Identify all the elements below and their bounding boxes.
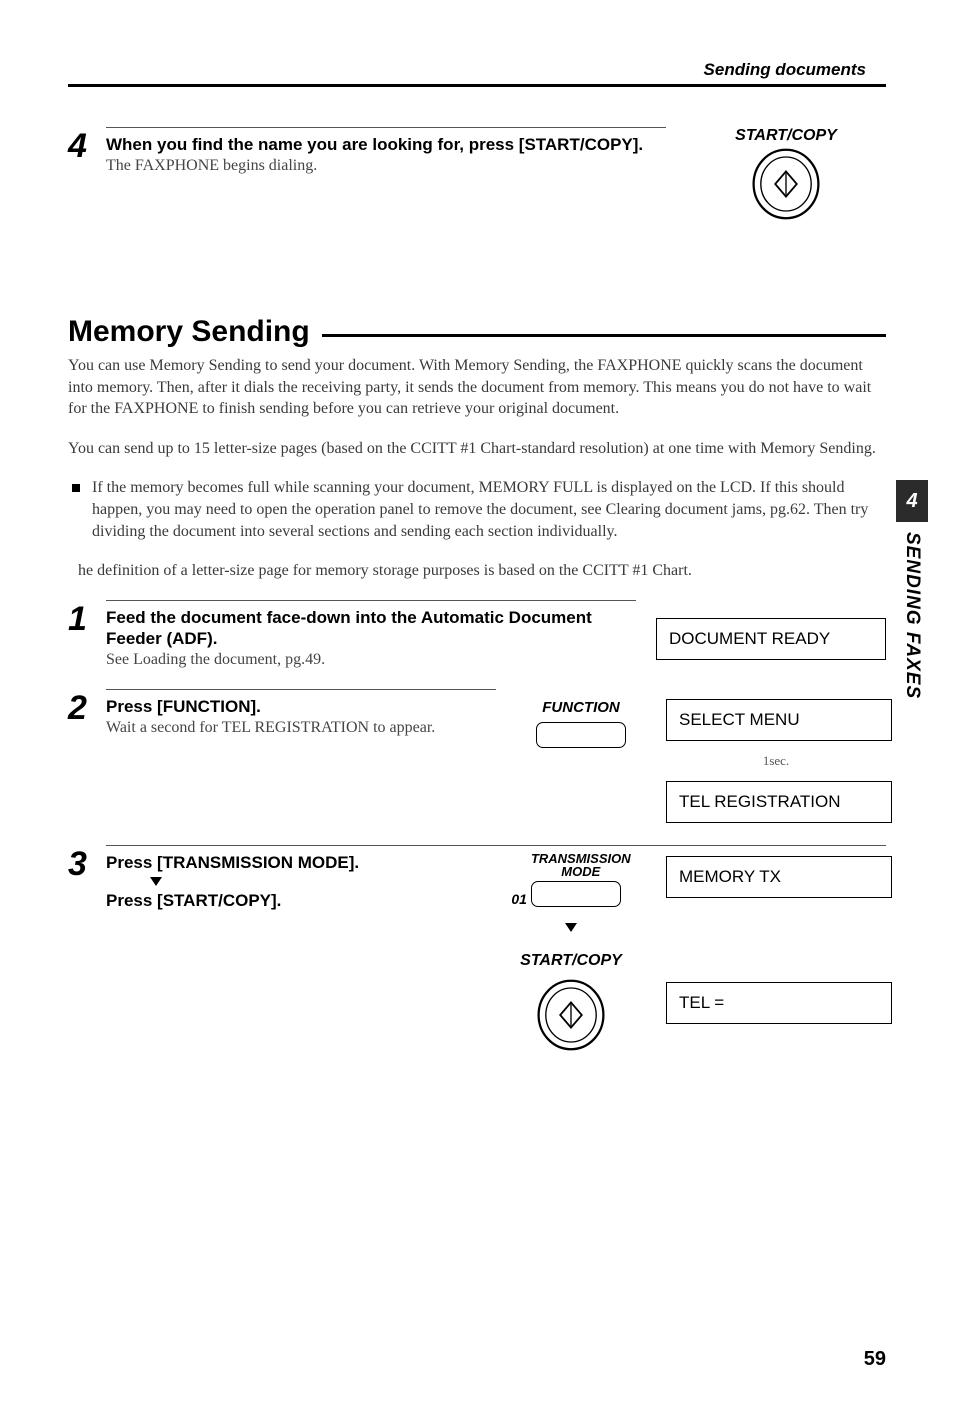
start-copy-label: START/COPY <box>735 127 837 145</box>
step-number: 4 <box>68 129 106 163</box>
lcd-display: SELECT MENU <box>666 699 892 741</box>
memory-sending-title: Memory Sending <box>68 315 310 349</box>
down-arrow-icon <box>565 923 577 932</box>
memory-bullet-text: If the memory becomes full while scannin… <box>92 477 886 542</box>
key-prefix: 01 <box>511 892 527 907</box>
step-4: 4 When you find the name you are looking… <box>68 127 886 223</box>
chapter-title-vertical: SENDING FAXES <box>901 532 923 699</box>
step-2: 2 Press [FUNCTION]. Wait a second for TE… <box>68 689 886 823</box>
running-header: Sending documents <box>68 60 886 80</box>
step2-sub: Wait a second for TEL REGISTRATION to ap… <box>106 717 496 739</box>
function-key-icon <box>536 722 626 748</box>
step-divider <box>106 845 886 846</box>
page: Sending documents 4 When you find the na… <box>0 0 954 1104</box>
step1-sub: See Loading the document, pg.49. <box>106 649 636 671</box>
transmission-key-icon <box>531 881 621 907</box>
step2-lcdcol: SELECT MENU 1sec. TEL REGISTRATION <box>666 689 886 823</box>
bullet-icon <box>72 484 80 492</box>
step-divider <box>106 600 636 601</box>
memory-bullet: If the memory becomes full while scannin… <box>68 477 886 542</box>
step4-sub: The FAXPHONE begins dialing. <box>106 155 666 177</box>
start-copy-icon <box>535 976 607 1054</box>
step-divider <box>106 689 496 690</box>
page-number: 59 <box>864 1348 886 1371</box>
step-number: 2 <box>68 691 106 725</box>
chapter-tab: 4 SENDING FAXES <box>896 480 928 699</box>
chapter-number-badge: 4 <box>896 480 928 522</box>
start-copy-label: START/COPY <box>520 952 622 970</box>
transmission-label-b: MODE <box>531 865 631 879</box>
step-number: 1 <box>68 602 106 636</box>
step2-title: Press [FUNCTION]. <box>106 696 496 717</box>
memory-p2: You can send up to 15 letter-size pages … <box>68 438 886 460</box>
step1-title: Feed the document face-down into the Aut… <box>106 607 636 650</box>
memory-p3: he definition of a letter-size page for … <box>78 560 886 582</box>
function-label: FUNCTION <box>542 699 620 716</box>
lcd-display: TEL REGISTRATION <box>666 781 892 823</box>
wait-label: 1sec. <box>666 753 886 769</box>
step3-keycol: 01 TRANSMISSION MODE START/COPY <box>496 852 646 1054</box>
step4-title: When you find the name you are looking f… <box>106 134 666 155</box>
step-3: 3 Press [TRANSMISSION MODE]. Press [STAR… <box>68 845 886 1054</box>
start-copy-icon <box>750 145 822 223</box>
step3-title1: Press [TRANSMISSION MODE]. <box>106 852 476 873</box>
step4-graphic: START/COPY <box>686 127 886 223</box>
step1-graphic: DOCUMENT READY <box>656 600 886 660</box>
transmission-label-a: TRANSMISSION <box>531 852 631 866</box>
step-divider <box>106 127 666 128</box>
lcd-display: MEMORY TX <box>666 856 892 898</box>
lcd-display: DOCUMENT READY <box>656 618 886 660</box>
memory-p1: You can use Memory Sending to send your … <box>68 355 886 420</box>
step3-title2: Press [START/COPY]. <box>106 890 476 911</box>
step2-keycol: FUNCTION <box>516 689 646 748</box>
step3-lcdcol: MEMORY TX TEL = <box>666 852 886 1024</box>
lcd-display: TEL = <box>666 982 892 1024</box>
step-number: 3 <box>68 847 106 881</box>
header-rule <box>68 84 886 87</box>
down-arrow-icon <box>150 877 162 886</box>
step-1: 1 Feed the document face-down into the A… <box>68 600 886 671</box>
